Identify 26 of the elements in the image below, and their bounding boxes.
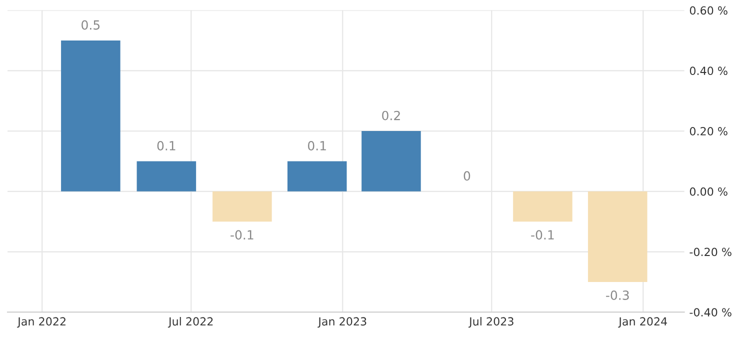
x-tick-label: Jul 2022 [168, 316, 213, 328]
bar [287, 161, 347, 192]
y-tick-label: -0.20 % [690, 248, 732, 256]
y-tick-label: -0.40 % [690, 308, 732, 317]
x-tick-label: Jul 2023 [468, 316, 514, 328]
data-label: 0 [464, 171, 470, 181]
y-tick-label: 0.20 % [690, 127, 728, 136]
data-label: -0.3 [606, 290, 629, 300]
x-tick-label: Jan 2024 [618, 317, 667, 328]
y-tick-label: 0.00 % [690, 187, 728, 196]
bar [513, 191, 572, 222]
bar [61, 40, 120, 192]
data-label: 0.2 [382, 110, 400, 120]
data-label: -0.1 [230, 230, 254, 240]
data-label: 0.1 [308, 141, 326, 150]
data-label: 0.5 [82, 20, 100, 30]
bar [588, 191, 648, 282]
bar [362, 131, 421, 192]
data-label: -0.1 [531, 230, 554, 240]
bar [212, 191, 272, 222]
data-label: 0.1 [157, 141, 176, 150]
bar [136, 161, 196, 192]
y-tick-label: 0.60 % [690, 6, 728, 15]
y-tick-label: 0.40 % [690, 66, 728, 76]
x-tick-label: Jan 2022 [17, 317, 66, 328]
x-tick-label: Jan 2023 [318, 317, 366, 328]
